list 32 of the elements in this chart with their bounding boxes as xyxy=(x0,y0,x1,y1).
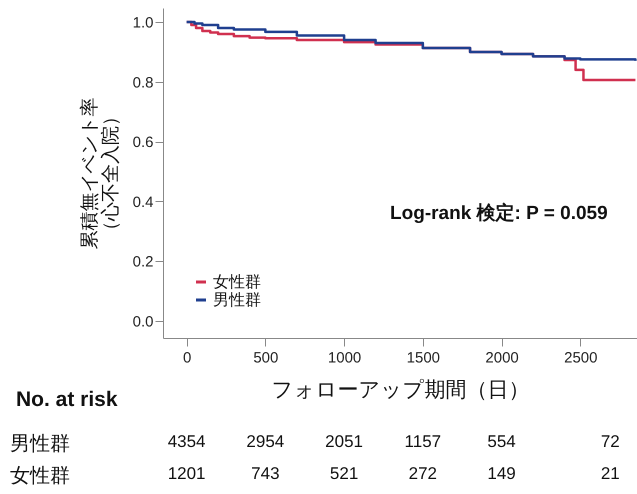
text: 554 xyxy=(486,432,517,452)
text: 743 xyxy=(250,464,281,484)
x-tick-label: 1000 xyxy=(328,350,362,366)
text: 2954 xyxy=(245,432,286,452)
text: No. at risk xyxy=(16,388,118,412)
text: 521 xyxy=(328,464,360,484)
text: 2051 xyxy=(324,432,364,452)
x-tick-label: 2500 xyxy=(564,350,598,366)
text: 1201 xyxy=(166,464,207,484)
y-tick-label: 0.6 xyxy=(132,134,154,152)
text: 21 xyxy=(600,464,621,484)
legend-label: 女性群 xyxy=(213,272,261,291)
y-tick-label: 0.0 xyxy=(132,313,154,330)
y-tick-label: 0.8 xyxy=(132,74,154,92)
y-tick-label: 0.4 xyxy=(132,194,154,211)
x-axis-title: フォローアップ期間（日） xyxy=(272,378,530,402)
x-tick-label: 0 xyxy=(182,350,192,366)
x-tick-label: 2000 xyxy=(485,350,519,366)
text: 女性群 xyxy=(10,462,70,489)
y-tick-label: 1.0 xyxy=(132,14,154,32)
y-axis-title: 累積無イベント率（心不全入院） xyxy=(78,98,122,250)
text: 4354 xyxy=(166,432,207,452)
text: 149 xyxy=(486,464,517,484)
legend-label: 男性群 xyxy=(213,290,261,309)
x-tick-label: 500 xyxy=(253,350,278,366)
annotation: Log-rank 検定: P = 0.059 xyxy=(390,202,608,226)
text: 72 xyxy=(600,432,621,452)
y-tick-label: 0.2 xyxy=(132,254,154,271)
x-tick-label: 1500 xyxy=(406,350,440,366)
text: 272 xyxy=(408,464,438,484)
text: 男性群 xyxy=(10,430,70,457)
text: 1157 xyxy=(404,432,442,452)
